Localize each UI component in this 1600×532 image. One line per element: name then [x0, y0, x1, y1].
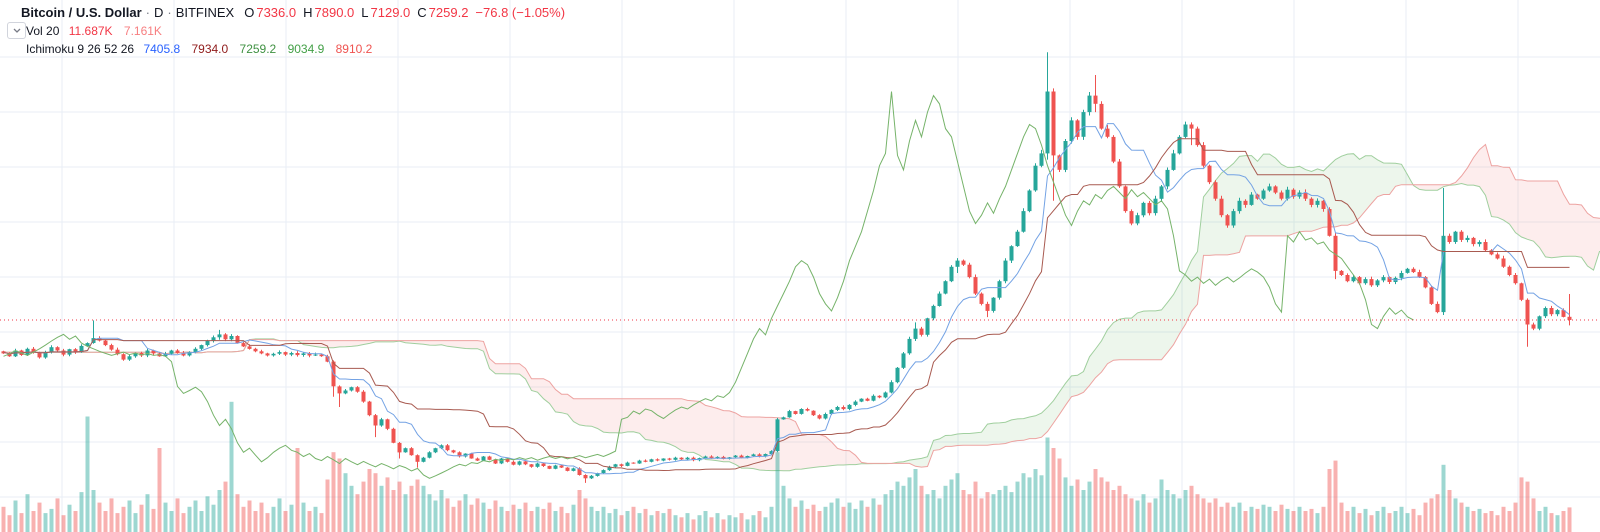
ichimoku-indicator-row[interactable]: Ichimoku 9 26 52 26 7405.8 7934.0 7259.2…: [26, 42, 380, 57]
close-value: 7259.2: [428, 5, 469, 20]
symbol-row: Bitcoin / U.S. Dollar · D · BITFINEX O 7336.0 H…: [21, 5, 567, 20]
ichimoku-lagging-value: 7259.2: [239, 42, 277, 56]
ichimoku-base-value: 7934.0: [191, 42, 229, 56]
ichimoku-conversion-value: 7405.8: [143, 42, 181, 56]
volume-indicator-row[interactable]: Vol 20 11.687K 7.161K: [26, 24, 170, 39]
volume-label: Vol 20: [26, 24, 60, 38]
low-label: L: [361, 5, 369, 20]
volume-ma-value: 7.161K: [123, 24, 162, 38]
open-label: O: [244, 5, 255, 20]
symbol-title[interactable]: Bitcoin / U.S. Dollar: [21, 5, 142, 20]
exchange-label[interactable]: BITFINEX: [175, 5, 235, 20]
separator-dot: ·: [145, 5, 150, 20]
collapse-indicator-button[interactable]: [7, 22, 26, 39]
ichimoku-params: 9 26 52 26: [77, 42, 135, 56]
ohlc-values: O 7336.0 H 7890.0 L 7129.0 C 7259.2 −76.8 (−1.05…: [244, 5, 567, 20]
low-value: 7129.0: [370, 5, 411, 20]
high-value: 7890.0: [314, 5, 355, 20]
separator-dot: ·: [167, 5, 172, 20]
volume-param: 20: [46, 24, 60, 38]
high-label: H: [303, 5, 313, 20]
volume-value: 11.687K: [68, 24, 113, 38]
ichimoku-label: Ichimoku 9 26 52 26: [26, 42, 135, 56]
interval-label[interactable]: D: [153, 5, 164, 20]
close-label: C: [417, 5, 427, 20]
change-value: −76.8 (−1.05%): [475, 5, 566, 20]
chevron-down-icon: [13, 28, 21, 33]
ichimoku-lead-b-value: 8910.2: [335, 42, 373, 56]
ichimoku-lead-a-value: 9034.9: [287, 42, 325, 56]
open-value: 7336.0: [256, 5, 297, 20]
